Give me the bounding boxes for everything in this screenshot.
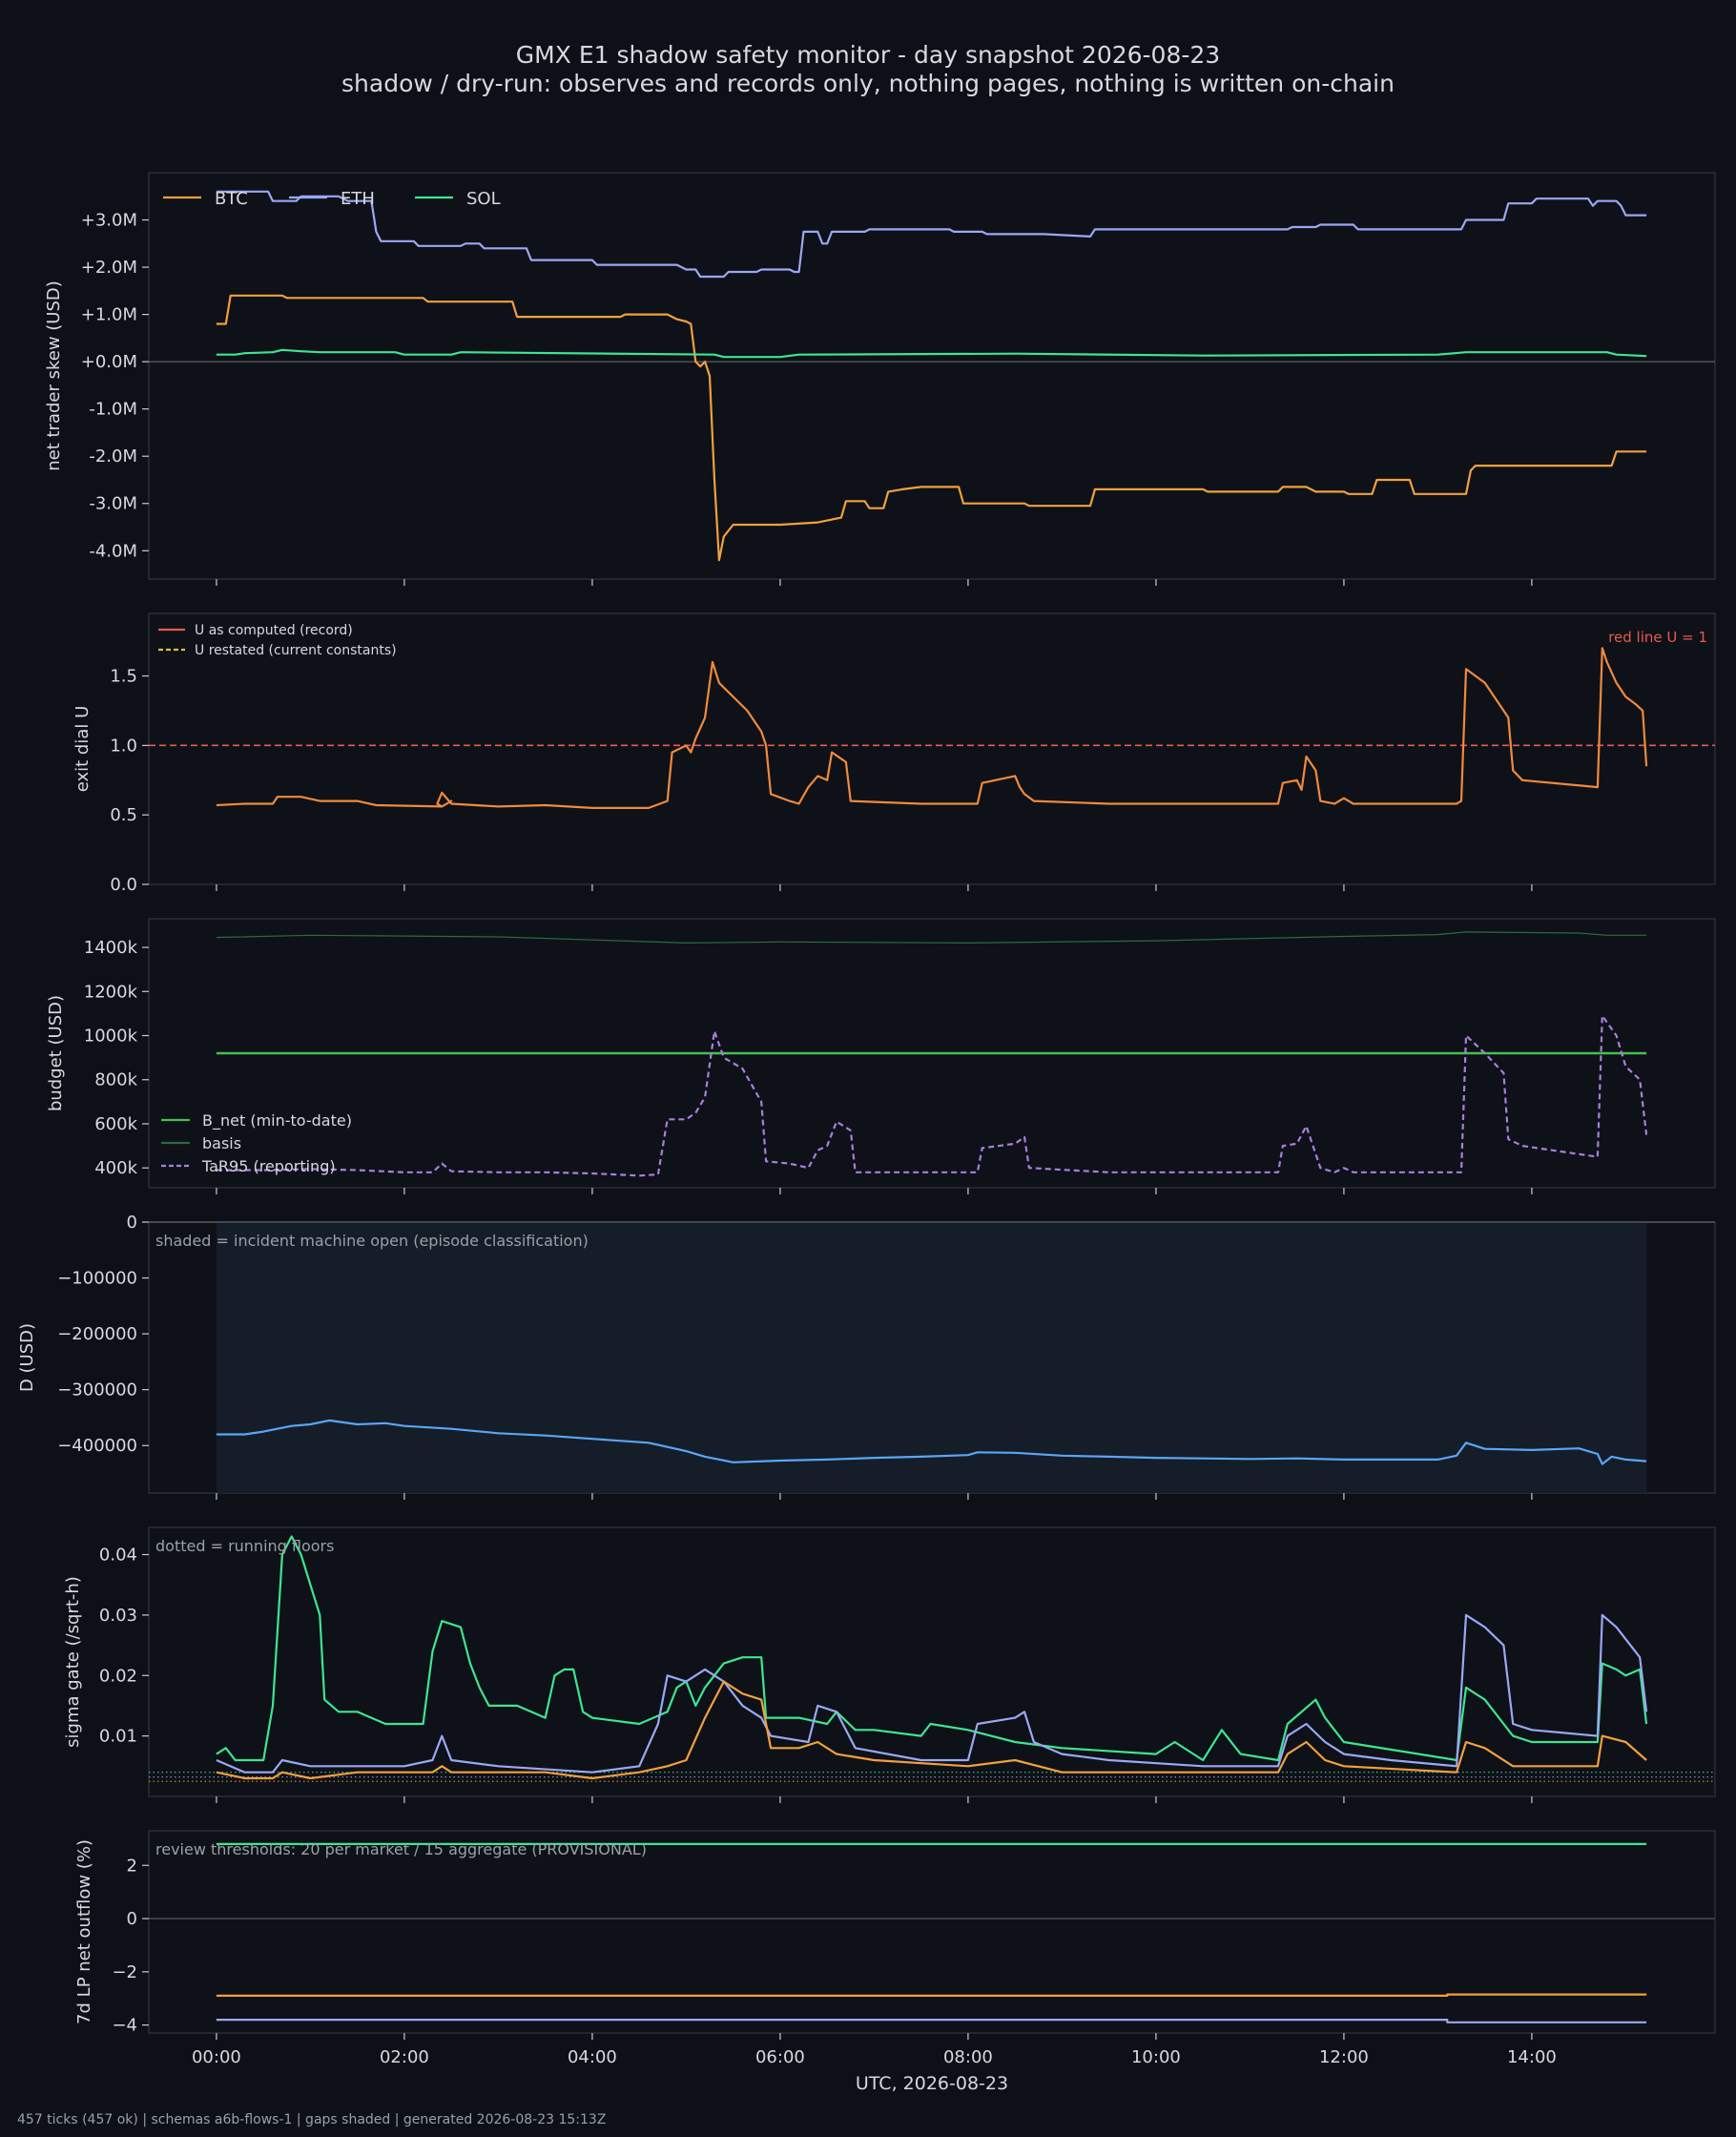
series-line-sol	[216, 1535, 1648, 1762]
y-tick-label: +3.0M	[81, 211, 137, 231]
y-axis-label: exit dial U	[72, 706, 93, 793]
panel-sigma_gate: 0.04 0.03 0.02 0.01 sigma gate (/sqrt-h) dott…	[63, 1526, 1716, 1803]
series-group	[216, 1842, 1647, 2023]
legend-label: ETH	[341, 189, 375, 209]
series-group	[216, 190, 1647, 562]
y-tick-label: +1.0M	[81, 305, 137, 325]
y-tick-label: 1400k	[84, 938, 138, 958]
y-tick-label: 400k	[94, 1158, 137, 1178]
plot-area	[148, 612, 1716, 885]
x-tick-label: 00:00	[192, 2047, 241, 2067]
panel-annotation: dotted = running floors	[155, 1537, 334, 1555]
y-tick-label: -1.0M	[89, 400, 137, 420]
legend: BTC ETH SOL	[163, 189, 501, 209]
y-tick-label: +0.0M	[81, 352, 137, 372]
x-tick-label: 08:00	[943, 2047, 993, 2067]
x-tick-label: 02:00	[380, 2047, 429, 2067]
series-line-basis	[216, 931, 1647, 944]
panel-skew: +3.0M +2.0M +1.0M +0.0M -1.0M -2.0M -3.0M -4.0M…	[44, 172, 1716, 586]
y-tick-label: −300000	[57, 1380, 137, 1400]
chart-title: GMX E1 shadow safety monitor - day snaps…	[515, 41, 1221, 69]
series-line-eth	[216, 190, 1647, 279]
y-tick-label: 0.04	[99, 1546, 137, 1566]
series-line-btc	[216, 1993, 1647, 1997]
y-tick-label: 2	[127, 1856, 137, 1876]
y-tick-label: 0.0	[110, 875, 137, 895]
y-tick-label: −4	[112, 2016, 137, 2036]
y-tick-label: −400000	[57, 1436, 137, 1456]
y-tick-label: -2.0M	[89, 446, 137, 467]
series-group	[216, 1419, 1647, 1465]
y-tick-label: 0	[127, 1909, 137, 1929]
series-group	[216, 931, 1648, 1177]
footer-status: 457 ticks (457 ok) | schemas a6b-flows-1…	[17, 2112, 607, 2127]
y-axis-label: budget (USD)	[46, 995, 66, 1111]
legend: B_net (min-to-date) basis TaR95 (reporting…	[161, 1111, 352, 1175]
chart-subtitle: shadow / dry-run: observes and records o…	[341, 70, 1395, 97]
legend-label: BTC	[215, 189, 248, 209]
y-tick-label: 0.03	[99, 1606, 137, 1626]
series-line-sol	[216, 348, 1647, 359]
panel-annotation: shaded = incident machine open (episode …	[155, 1232, 589, 1250]
y-tick-label: 1.0	[110, 736, 137, 756]
y-axis-label: sigma gate (/sqrt-h)	[63, 1576, 83, 1748]
y-axis-label: 7d LP net outflow (%)	[74, 1839, 94, 2024]
y-tick-label: 0.5	[110, 805, 137, 825]
y-tick-label: −200000	[57, 1324, 137, 1344]
y-axis-label: D (USD)	[17, 1323, 37, 1392]
y-tick-label: 0	[127, 1213, 137, 1233]
panel-exit_dial: red line U = 1 1.5 1.0 0.5 0.0 exit dial U U a…	[72, 612, 1716, 895]
y-tick-label: 1000k	[84, 1027, 138, 1047]
x-tick-label: 04:00	[568, 2047, 617, 2067]
y-tick-label: 0.01	[99, 1727, 137, 1747]
y-tick-label: 1200k	[84, 982, 138, 1002]
y-tick-label: 1.5	[110, 667, 137, 687]
panel-drawdown: 0 −100000 −200000 −300000 −400000 D (USD) shad…	[17, 1213, 1716, 1500]
plot-area	[148, 1526, 1716, 1797]
series-line-u-as-computed-record	[216, 647, 1648, 809]
incident-shade	[216, 1222, 1647, 1493]
y-tick-label: 0.02	[99, 1666, 137, 1686]
y-tick-label: 800k	[94, 1070, 137, 1090]
panel-budget: 1400k 1200k 1000k 800k 600k 400k budget (USD) B…	[46, 918, 1716, 1194]
legend: U as computed (record) U restated (curren…	[158, 623, 397, 658]
legend-label: SOL	[466, 189, 501, 209]
series-line-btc	[216, 1680, 1647, 1780]
y-tick-label: -3.0M	[89, 494, 137, 514]
x-tick-label: 06:00	[755, 2047, 805, 2067]
y-tick-label: −100000	[57, 1269, 137, 1289]
red-line-label: red line U = 1	[1608, 629, 1707, 646]
plot-area	[148, 172, 1716, 580]
series-line-btc	[216, 294, 1647, 562]
series-line-d	[216, 1419, 1647, 1465]
legend-label: B_net (min-to-date)	[202, 1111, 352, 1131]
y-axis-label: net trader skew (USD)	[44, 280, 64, 471]
series-line-eth	[216, 2019, 1647, 2023]
legend-label: basis	[202, 1134, 241, 1152]
plot-area	[148, 1830, 1716, 2034]
panel-lp_outflow: 2 0 −2 −4 7d LP net outflow (%) review thresh…	[74, 1830, 1716, 2040]
x-tick-label: 12:00	[1319, 2047, 1369, 2067]
x-tick-label: 14:00	[1507, 2047, 1557, 2067]
y-tick-label: −2	[112, 1962, 137, 1982]
legend-label: U restated (current constants)	[195, 643, 397, 658]
legend-label: TaR95 (reporting)	[201, 1157, 336, 1175]
series-line-eth	[216, 1613, 1648, 1774]
x-tick-label: 10:00	[1131, 2047, 1181, 2067]
y-tick-label: +2.0M	[81, 258, 137, 278]
series-group	[216, 647, 1648, 809]
y-tick-label: -4.0M	[89, 541, 137, 561]
panel-annotation: review thresholds: 20 per market / 15 ag…	[155, 1840, 647, 1858]
x-axis-label: UTC, 2026-08-23	[856, 2073, 1008, 2094]
series-line-tar95-reporting	[216, 1014, 1648, 1177]
legend-label: U as computed (record)	[195, 623, 353, 638]
series-group	[216, 1535, 1648, 1780]
y-tick-label: 600k	[94, 1114, 137, 1134]
